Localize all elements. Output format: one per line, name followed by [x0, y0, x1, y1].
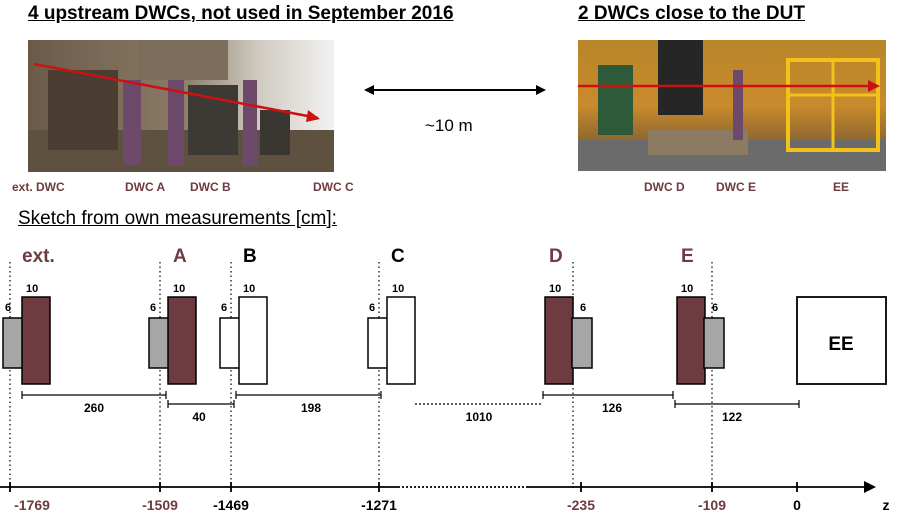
- chamber-ext-wide: [21, 296, 51, 385]
- close-dwc-photo: [578, 40, 886, 171]
- ee-box: [796, 296, 887, 385]
- caption-ee: EE: [833, 180, 850, 194]
- z-tick-d: -235: [567, 497, 595, 513]
- chamber-d-thin: [571, 317, 593, 369]
- chamber-label-c: C: [391, 246, 405, 267]
- chamber-label-e: E: [681, 246, 694, 267]
- z-tick-a: -1509: [142, 497, 178, 513]
- chamber-e-thin: [703, 317, 725, 369]
- upstream-heading: 4 upstream DWCs, not used in September 2…: [28, 3, 454, 24]
- wide-size-ext: 10: [26, 283, 38, 295]
- wide-size-b: 10: [243, 283, 255, 295]
- chamber-b-thin: [219, 317, 241, 369]
- chamber-d-wide: [544, 296, 574, 385]
- spacing-e-ee: 122: [722, 410, 742, 424]
- wide-size-e: 10: [681, 283, 693, 295]
- caption-dwc-d: DWC D: [644, 180, 685, 194]
- thin-size-e: 6: [712, 302, 718, 314]
- spacing-d-e: 126: [602, 401, 622, 415]
- thin-size-d: 6: [580, 302, 586, 314]
- z-axis-arrow: [864, 481, 876, 493]
- z-tick-b: -1469: [213, 497, 249, 513]
- spacing-c-d: 1010: [466, 410, 493, 424]
- wide-size-c: 10: [392, 283, 404, 295]
- z-tick-ext: -1769: [14, 497, 50, 513]
- caption-dwc-b: DWC B: [190, 180, 231, 194]
- thin-size-a: 6: [150, 302, 156, 314]
- spacing-a-b: 40: [192, 410, 206, 424]
- chamber-b-wide: [238, 296, 268, 385]
- chamber-c-wide: [386, 296, 416, 385]
- upstream-dwc-photo: [28, 40, 334, 172]
- caption-dwc-a: DWC A: [125, 180, 166, 194]
- chamber-label-ext: ext.: [22, 246, 55, 267]
- chamber-a-thin: [148, 317, 170, 369]
- thin-size-b: 6: [221, 302, 227, 314]
- distance-label: ~10 m: [425, 116, 473, 135]
- wide-size-a: 10: [173, 283, 185, 295]
- close-dwc-heading: 2 DWCs close to the DUT: [578, 3, 805, 24]
- sketch-title: Sketch from own measurements [cm]:: [18, 208, 337, 229]
- spacing-ext-a: 260: [84, 401, 104, 415]
- chamber-label-a: A: [173, 246, 187, 267]
- wide-size-d: 10: [549, 283, 561, 295]
- thin-size-ext: 6: [5, 302, 11, 314]
- chamber-c-thin: [367, 317, 389, 369]
- z-axis-label: z: [883, 497, 890, 513]
- caption-dwc-e: DWC E: [716, 180, 756, 194]
- thin-size-c: 6: [369, 302, 375, 314]
- caption-dwc-c: DWC C: [313, 180, 354, 194]
- ee-box-label: EE: [828, 334, 853, 355]
- distance-arrow: [364, 85, 546, 95]
- chamber-label-b: B: [243, 246, 257, 267]
- chamber-label-d: D: [549, 246, 563, 267]
- chamber-a-wide: [167, 296, 197, 385]
- chamber-ext-thin: [2, 317, 24, 369]
- caption-ext-dwc: ext. DWC: [12, 180, 65, 194]
- chamber-e-wide: [676, 296, 706, 385]
- spacing-b-c: 198: [301, 401, 321, 415]
- z-tick-c: -1271: [361, 497, 397, 513]
- z-tick-ee: 0: [793, 497, 801, 513]
- z-tick-e: -109: [698, 497, 726, 513]
